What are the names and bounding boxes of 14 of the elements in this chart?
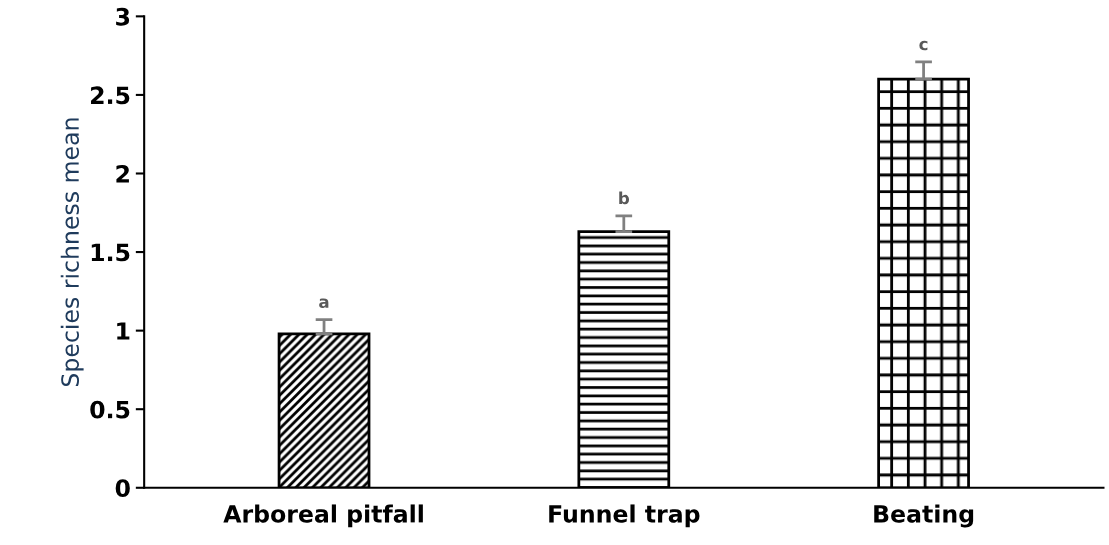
annotation: a (319, 298, 329, 309)
annotation: c (919, 40, 928, 51)
y-tick-label: 2.5 (91, 86, 130, 105)
y-tick-label: 1.5 (91, 243, 130, 262)
y-tick-label: 2 (116, 164, 129, 183)
annotation: b (619, 191, 630, 205)
y-tick-label: 0.5 (90, 400, 130, 419)
x-tick-label: Funnel trap (549, 504, 700, 528)
y-tick-label: 0 (115, 479, 130, 498)
x-tick-label: Beating (874, 504, 974, 528)
x-tick-label: Arboreal pitfall (223, 504, 423, 528)
y-axis-title: Species richness mean (60, 118, 84, 387)
y-tick-label: 1 (117, 322, 130, 340)
y-tick-label: 3 (116, 7, 130, 26)
